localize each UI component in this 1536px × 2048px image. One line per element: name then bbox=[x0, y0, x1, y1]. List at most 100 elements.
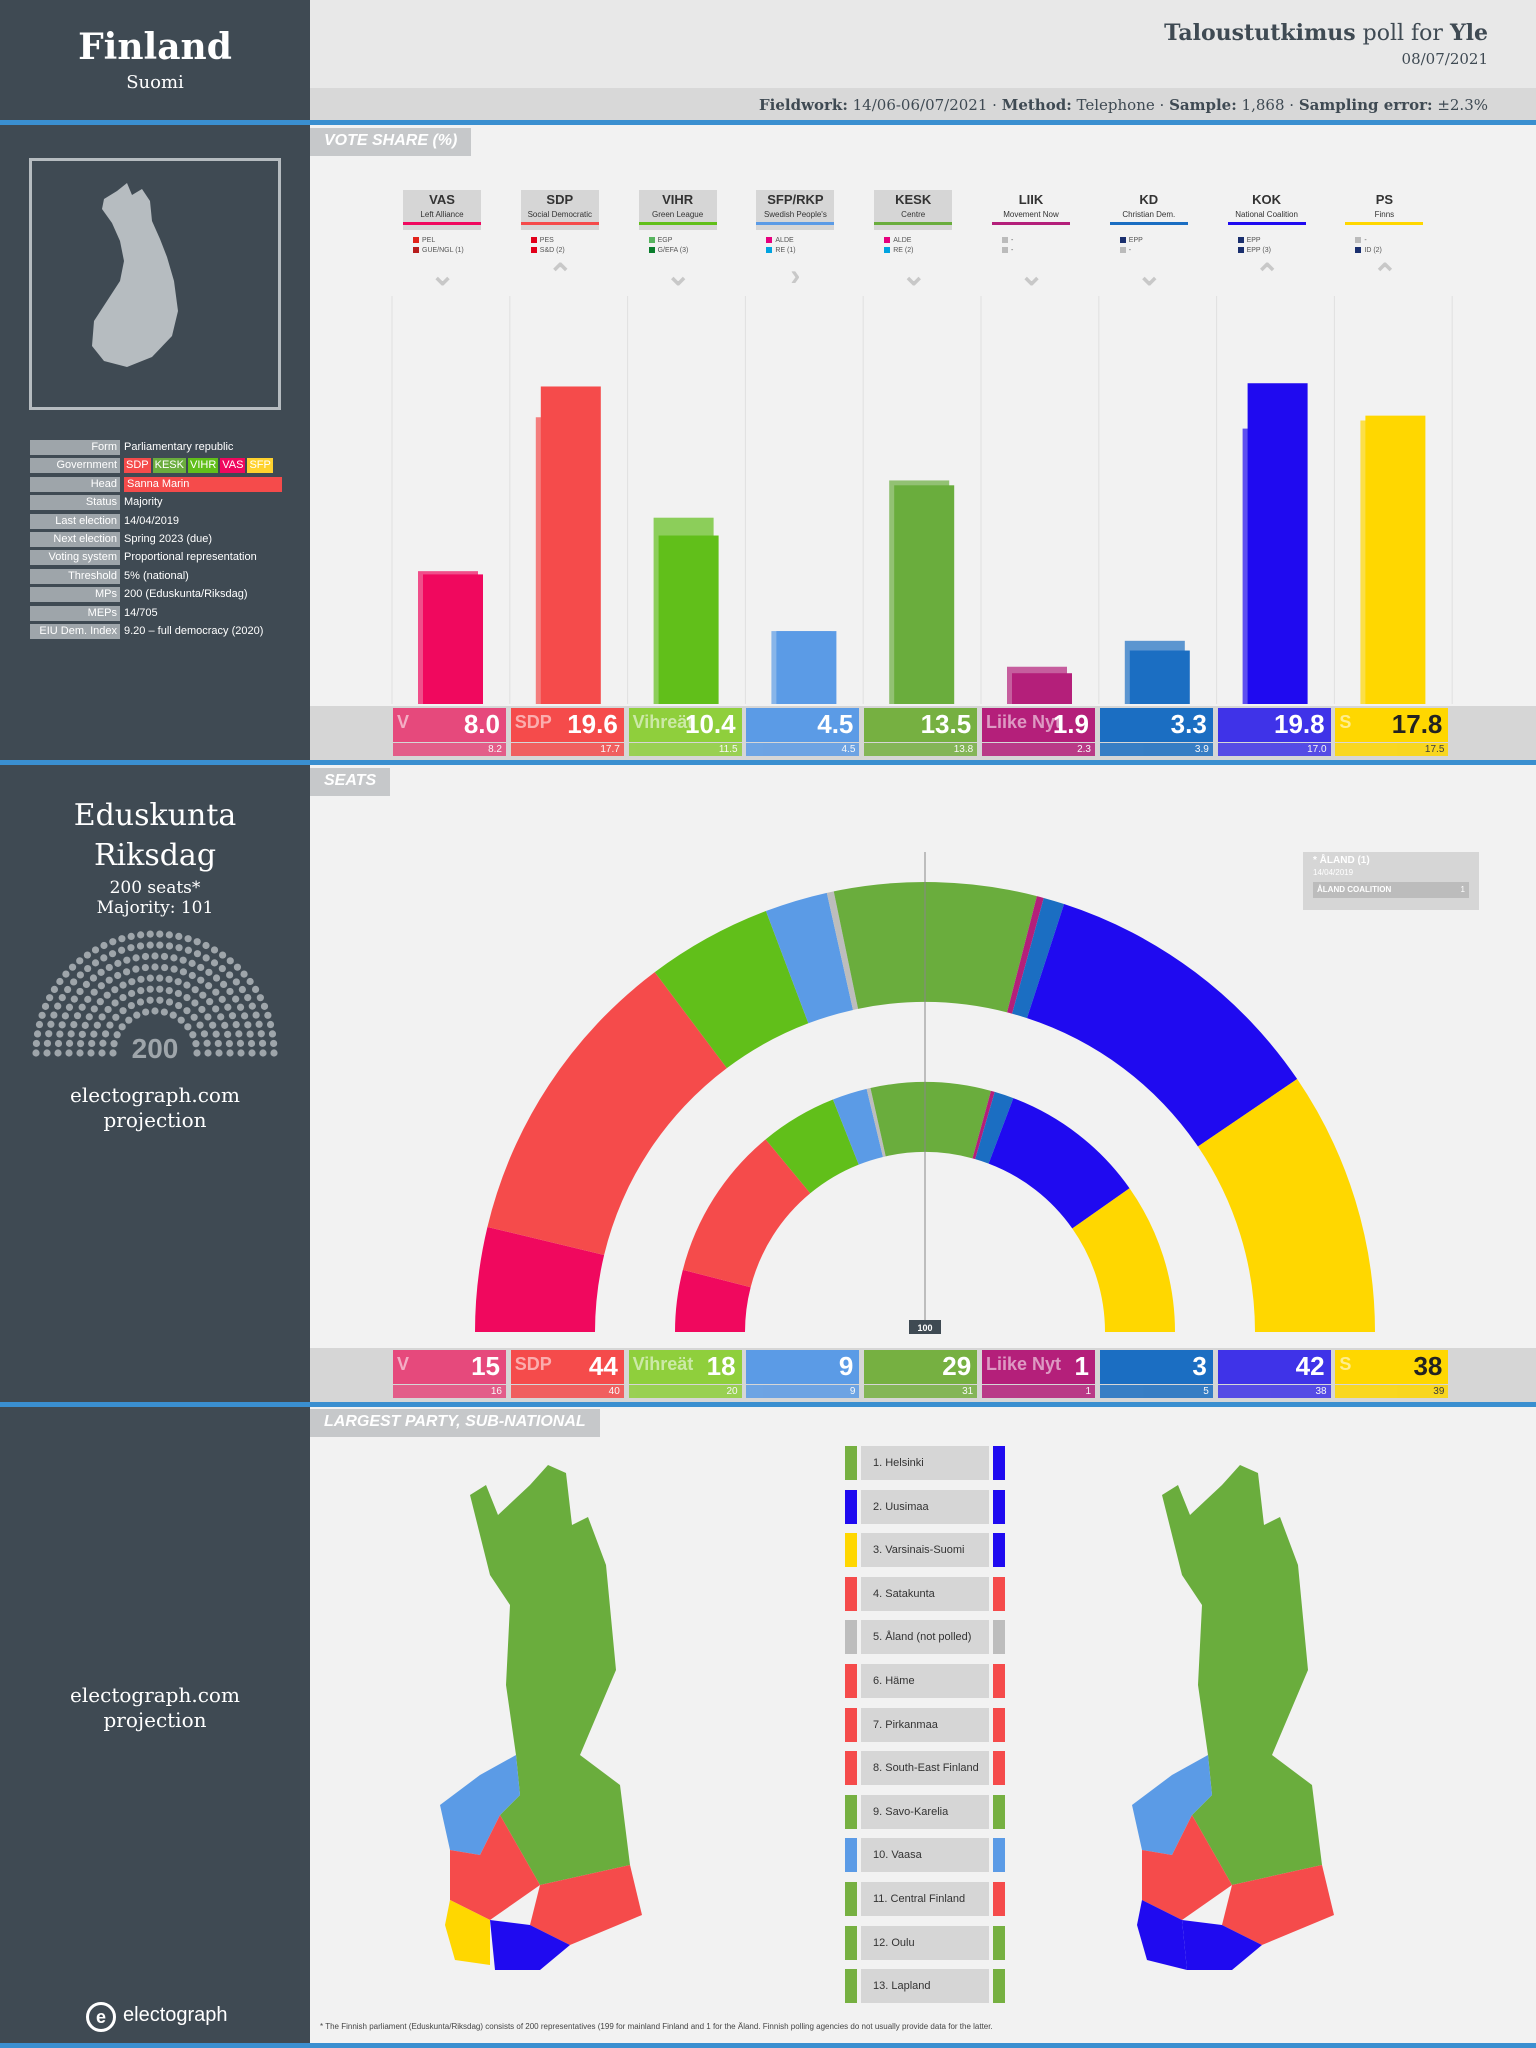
party-color-underline bbox=[874, 222, 953, 225]
seat-dot bbox=[136, 998, 145, 1006]
party-abbrev: KOK bbox=[1252, 192, 1282, 207]
region-swatch-previous bbox=[845, 1707, 857, 1742]
seat-dot bbox=[224, 1003, 232, 1011]
eu-group-label: ALDE bbox=[893, 237, 912, 244]
seat-dot bbox=[165, 942, 174, 950]
eu-group-swatch bbox=[1355, 237, 1362, 244]
seat-dot bbox=[112, 1013, 120, 1021]
region-name: 9. Savo-Karelia bbox=[861, 1794, 989, 1829]
seat-dot bbox=[110, 1040, 118, 1048]
eu-group-swatch bbox=[1002, 247, 1008, 254]
seat-dot bbox=[43, 1049, 51, 1057]
eu-group: ALDE bbox=[766, 236, 795, 246]
seat-dot bbox=[232, 1020, 240, 1029]
party-header-kok: KOK National Coalition bbox=[1227, 190, 1306, 225]
party-abbrev: KD bbox=[1139, 192, 1159, 207]
seat-dot bbox=[212, 974, 221, 982]
seat-dot bbox=[226, 1049, 234, 1057]
bar-current-kesk bbox=[894, 485, 955, 704]
seat-arc-current-kd bbox=[1012, 897, 1065, 1019]
divider-3 bbox=[0, 1402, 1536, 1407]
error-label: Sampling error: bbox=[1298, 96, 1433, 114]
tile-ps: S 17.8 17.5 bbox=[1335, 708, 1449, 756]
party-color-underline bbox=[1345, 222, 1424, 225]
region-name: 6. Häme bbox=[861, 1664, 989, 1698]
party-name: Social Democratic bbox=[527, 210, 593, 219]
seat-arc-previous-liik bbox=[972, 1090, 995, 1160]
seat-dot bbox=[160, 1008, 168, 1016]
aland-party: ÅLAND COALITION bbox=[1317, 885, 1392, 894]
government-party-chip: VAS bbox=[220, 458, 246, 474]
party-eu-groups: -- bbox=[1002, 236, 1013, 256]
party-color-underline bbox=[403, 222, 481, 225]
source-site: electograph.com bbox=[70, 1083, 240, 1107]
seat-dot bbox=[256, 994, 264, 1002]
eu-group-swatch bbox=[766, 247, 773, 254]
seat-dot bbox=[151, 1007, 159, 1015]
map-source-site: electograph.com bbox=[70, 1683, 240, 1707]
trend-down-icon: ⌄ bbox=[430, 259, 456, 292]
info-row: Head Sanna Marin bbox=[30, 476, 282, 492]
tile-main: 19.8 bbox=[1217, 708, 1331, 742]
eu-group-label: G/EFA (3) bbox=[657, 247, 689, 254]
info-key: Status bbox=[30, 495, 120, 511]
seat-dot bbox=[257, 1030, 265, 1038]
seat-dot bbox=[89, 974, 98, 982]
seat-dot bbox=[270, 1039, 278, 1048]
poll-for-text: poll for bbox=[1362, 21, 1443, 46]
info-key: Form bbox=[30, 440, 120, 455]
error-value: ±2.3% bbox=[1437, 96, 1488, 114]
seat-dot bbox=[104, 1005, 112, 1014]
eu-group: GUE/NGL (1) bbox=[413, 246, 464, 256]
tile-previous-value: 11.5 bbox=[628, 743, 742, 756]
bar-current-liik bbox=[1012, 673, 1072, 704]
seat-dot bbox=[193, 950, 202, 958]
party-eu-groups: EPP EPP (3) bbox=[1237, 236, 1271, 256]
government-party-chip: SDP bbox=[124, 458, 151, 474]
eu-group-label: - bbox=[1011, 237, 1014, 244]
party-eu-groups: ALDE RE (2) bbox=[884, 236, 913, 256]
seat-dot bbox=[218, 951, 227, 959]
party-name: Swedish People's bbox=[763, 210, 827, 219]
seat-dot bbox=[106, 1021, 114, 1029]
info-row: Status Majority bbox=[30, 495, 282, 511]
region-name: 5. Åland (not polled) bbox=[861, 1620, 989, 1655]
vote-share-chart bbox=[391, 296, 1453, 704]
eu-group-swatch bbox=[884, 247, 891, 254]
seat-dot bbox=[251, 985, 260, 993]
seat-dot bbox=[218, 964, 226, 973]
trend-down-icon: ⌄ bbox=[1019, 259, 1045, 292]
region-row: 7. Pirkanmaa bbox=[845, 1707, 1005, 1742]
tile-value: 15 bbox=[471, 1351, 500, 1381]
sample-label: Sample: bbox=[1169, 96, 1237, 114]
party-name: Centre bbox=[901, 210, 926, 219]
region-swatch-current bbox=[993, 1620, 1005, 1655]
info-key: Government bbox=[30, 458, 120, 474]
region-swatch-current bbox=[993, 1751, 1005, 1786]
eu-group-swatch bbox=[648, 237, 655, 244]
tile-previous-value: 1 bbox=[982, 1385, 1095, 1398]
seat-dot bbox=[61, 1012, 69, 1020]
eu-group-swatch bbox=[530, 237, 537, 244]
tile-previous-value: 5 bbox=[1099, 1385, 1213, 1398]
seat-dot bbox=[78, 1003, 86, 1011]
seat-arc-current-kesk bbox=[833, 882, 1037, 1013]
tile-previous-value: 17.0 bbox=[1217, 743, 1331, 756]
party-abbrev: VAS bbox=[429, 192, 455, 207]
region-swatch-current bbox=[993, 1707, 1005, 1742]
seat-dot bbox=[118, 946, 126, 954]
party-header-sfp-rkp: SFP/RKP Swedish People's bbox=[756, 190, 835, 230]
seat-arc-current-kok bbox=[1026, 904, 1298, 1147]
seat-dot bbox=[76, 987, 84, 996]
eu-group: EPP bbox=[1119, 236, 1143, 246]
eu-group-swatch bbox=[413, 237, 419, 244]
seat-dot bbox=[226, 971, 234, 979]
tile-previous-value: 17.5 bbox=[1335, 743, 1449, 756]
region-name: 4. Satakunta bbox=[861, 1576, 989, 1611]
seat-dot bbox=[91, 959, 100, 967]
eu-group-label: - bbox=[1128, 247, 1132, 254]
region-row: 9. Savo-Karelia bbox=[845, 1794, 1005, 1829]
party-color-underline bbox=[1227, 222, 1306, 225]
fieldwork-label: Fieldwork: bbox=[759, 96, 848, 114]
info-value: 200 (Eduskunta/Riksdag) bbox=[124, 588, 248, 601]
